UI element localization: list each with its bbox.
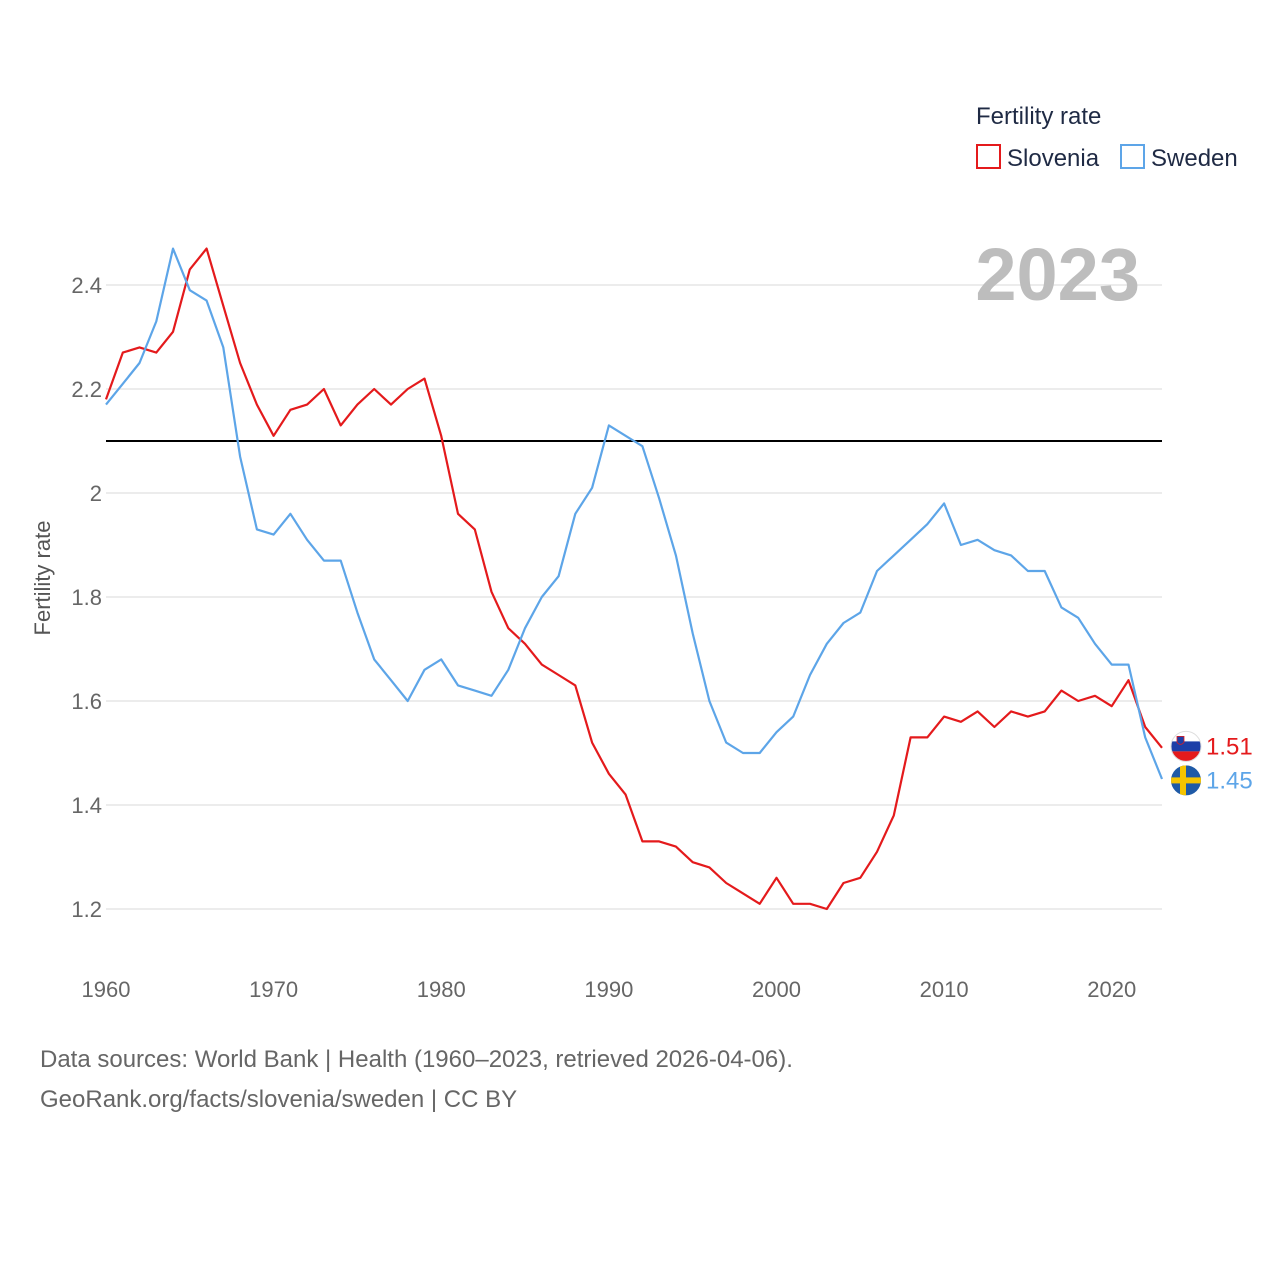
source-line: Data sources: World Bank | Health (1960–… (40, 1046, 793, 1073)
y-tick-label: 2.2 (71, 377, 102, 402)
sweden-flag-icon (1171, 765, 1201, 796)
series-lines (104, 247, 1164, 911)
legend-item-sweden[interactable]: Sweden (1120, 144, 1238, 172)
y-axis-ticks: 1.2 1.4 1.6 1.8 2 2.2 2.4 (71, 273, 102, 922)
legend-swatch-slovenia (976, 144, 1001, 169)
x-tick-label: 1980 (417, 977, 466, 1002)
y-tick-label: 1.6 (71, 689, 102, 714)
y-tick-label: 2.4 (71, 273, 102, 298)
source-note: Data sources: World Bank | Health (1960–… (40, 1040, 793, 1120)
series-line-slovenia (104, 247, 1163, 911)
x-axis-ticks: 1960 1970 1980 1990 2000 2010 2020 (82, 977, 1137, 1002)
y-tick-label: 2 (90, 481, 102, 506)
x-tick-label: 2000 (752, 977, 801, 1002)
series-line-sweden (105, 247, 1164, 780)
y-tick-label: 1.4 (71, 793, 102, 818)
x-tick-label: 1960 (82, 977, 131, 1002)
x-tick-label: 1970 (249, 977, 298, 1002)
end-value-label-slovenia: 1.51 (1206, 733, 1253, 760)
legend-label-slovenia: Slovenia (1007, 145, 1100, 172)
legend-item-slovenia[interactable]: Slovenia (976, 144, 1100, 172)
end-markers: 1.51 1.45 (1170, 730, 1253, 796)
slovenia-flag-icon (1170, 730, 1202, 762)
legend: Fertility rate Slovenia Sweden (976, 103, 1238, 172)
end-value-label-sweden: 1.45 (1206, 767, 1253, 794)
y-tick-label: 1.8 (71, 585, 102, 610)
y-tick-label: 1.2 (71, 897, 102, 922)
y-axis-title: Fertility rate (30, 521, 55, 636)
x-tick-label: 2010 (920, 977, 969, 1002)
gridlines (106, 284, 1162, 910)
legend-label-sweden: Sweden (1151, 145, 1238, 172)
year-label: 2023 (975, 233, 1140, 316)
source-link[interactable]: GeoRank.org/facts/slovenia/sweden | CC B… (40, 1086, 518, 1113)
x-tick-label: 2020 (1087, 977, 1136, 1002)
x-tick-label: 1990 (584, 977, 633, 1002)
legend-swatch-sweden (1120, 144, 1145, 169)
legend-title: Fertility rate (976, 103, 1101, 130)
